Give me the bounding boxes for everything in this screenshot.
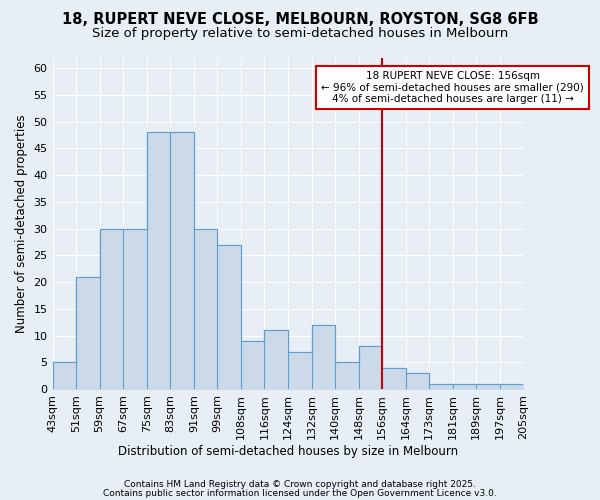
Text: Size of property relative to semi-detached houses in Melbourn: Size of property relative to semi-detach…: [92, 28, 508, 40]
X-axis label: Distribution of semi-detached houses by size in Melbourn: Distribution of semi-detached houses by …: [118, 444, 458, 458]
Text: 18, RUPERT NEVE CLOSE, MELBOURN, ROYSTON, SG8 6FB: 18, RUPERT NEVE CLOSE, MELBOURN, ROYSTON…: [62, 12, 538, 28]
Text: Contains public sector information licensed under the Open Government Licence v3: Contains public sector information licen…: [103, 488, 497, 498]
Text: Contains HM Land Registry data © Crown copyright and database right 2025.: Contains HM Land Registry data © Crown c…: [124, 480, 476, 489]
Text: 18 RUPERT NEVE CLOSE: 156sqm
← 96% of semi-detached houses are smaller (290)
4% : 18 RUPERT NEVE CLOSE: 156sqm ← 96% of se…: [322, 71, 584, 104]
Y-axis label: Number of semi-detached properties: Number of semi-detached properties: [15, 114, 28, 332]
